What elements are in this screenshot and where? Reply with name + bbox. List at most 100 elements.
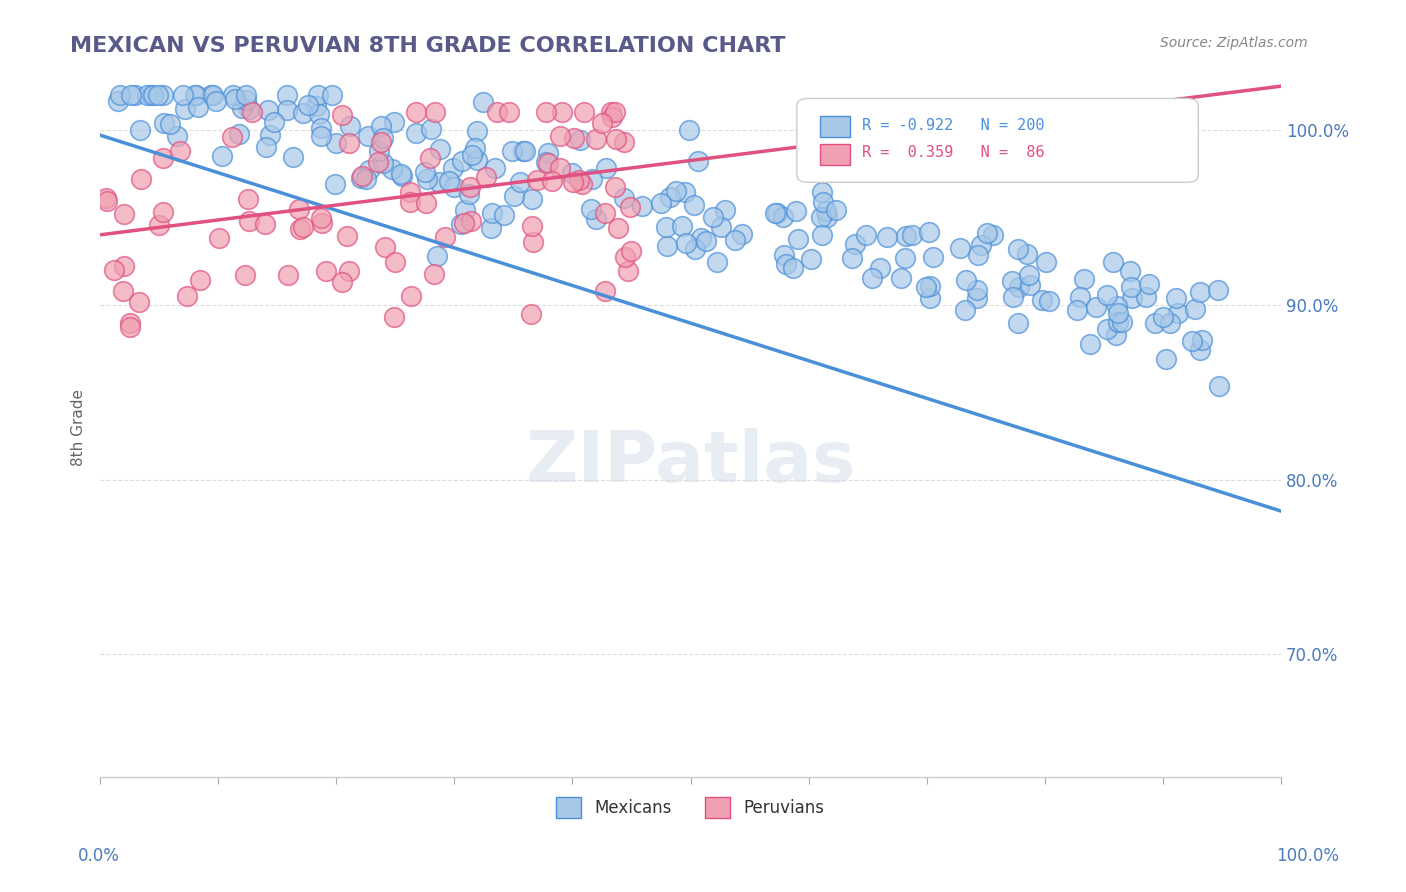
Point [550,105,572,120]
Point [131,172,153,186]
Point [277,268,299,282]
Point [724,233,747,247]
Point [841,252,863,266]
Point [172,87,194,102]
Point [536,156,558,170]
Point [254,140,277,154]
Point [443,179,465,194]
Point [498,105,520,120]
Point [309,120,332,135]
Point [153,116,176,130]
Point [534,155,557,169]
Point [176,289,198,303]
Point [600,110,623,124]
Point [534,105,557,120]
Point [350,171,373,186]
Legend: Mexicans, Peruvians: Mexicans, Peruvians [550,791,831,824]
Point [481,206,503,220]
Point [782,261,804,276]
Point [695,235,717,249]
Point [211,149,233,163]
Point [169,144,191,158]
Point [1018,268,1040,282]
Point [118,316,141,330]
Point [1143,316,1166,330]
Point [620,244,643,258]
Point [399,289,422,303]
Point [309,128,332,143]
Point [152,87,174,102]
Point [860,270,883,285]
Point [981,228,1004,243]
Point [520,219,543,233]
Point [569,133,592,147]
Point [238,103,260,117]
Point [1206,283,1229,297]
Point [128,294,150,309]
Point [915,279,938,293]
Point [330,107,353,121]
Point [509,175,531,189]
Point [1107,306,1129,320]
Point [503,189,526,203]
Point [976,226,998,240]
Point [350,169,373,183]
Point [276,103,298,117]
Point [429,142,451,156]
Point [356,128,378,143]
Point [108,87,131,102]
Point [146,87,169,102]
Point [550,128,572,143]
Point [1188,343,1211,357]
Point [357,163,380,178]
Point [613,135,636,149]
Point [785,204,807,219]
Point [288,202,311,217]
Text: R = -0.922   N = 200: R = -0.922 N = 200 [862,118,1045,133]
Point [671,219,693,233]
Point [120,320,142,334]
Point [426,249,449,263]
Point [522,235,544,249]
Point [730,227,752,242]
Point [484,161,506,175]
Point [970,237,993,252]
Point [855,227,877,242]
Point [354,171,377,186]
Point [689,231,711,245]
Point [129,123,152,137]
Point [1007,316,1029,330]
Point [685,242,707,256]
Point [370,135,392,149]
Point [228,128,250,142]
Point [439,174,461,188]
Point [1181,334,1204,348]
Point [591,116,613,130]
Point [630,199,652,213]
Point [1107,315,1129,329]
Point [460,214,482,228]
Point [184,87,207,102]
Point [901,228,924,243]
Point [562,176,585,190]
Text: 100.0%: 100.0% [1277,847,1339,865]
Point [1001,274,1024,288]
Point [485,105,508,120]
Point [1002,290,1025,304]
Point [450,217,472,231]
Point [461,148,484,162]
Point [235,268,257,282]
Point [222,87,245,102]
Point [152,151,174,165]
Point [373,156,395,170]
Point [112,207,135,221]
Point [374,240,396,254]
Point [585,212,607,227]
Point [616,263,638,277]
Point [236,192,259,206]
Point [581,171,603,186]
Point [142,87,165,102]
Point [890,271,912,285]
Point [1119,264,1142,278]
Point [389,168,412,182]
